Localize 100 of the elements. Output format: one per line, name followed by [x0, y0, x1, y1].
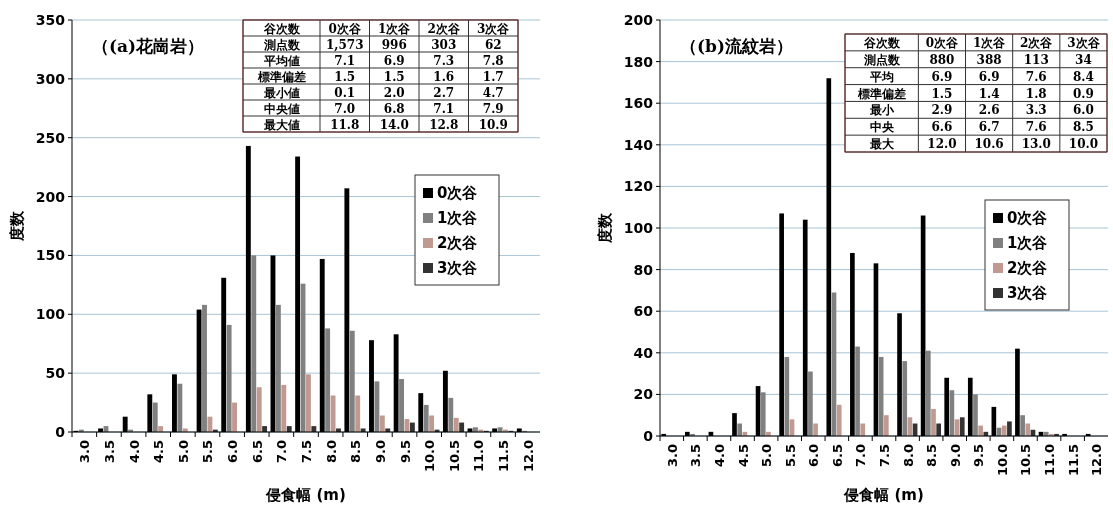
legend-label: 0次谷: [1007, 209, 1049, 227]
annotation: 測点数: [262, 37, 301, 52]
x-tick-label: 10.0: [994, 444, 1010, 477]
annotation: 7.3: [433, 53, 455, 68]
x-tick-label: 6.0: [225, 440, 241, 464]
annotation: 1.8: [1025, 86, 1047, 101]
x-axis-title: 侵食幅 (m): [265, 486, 346, 504]
x-tick-label: 10.5: [1018, 444, 1034, 477]
annotation: 6.7: [978, 120, 1000, 135]
annotation: 中央値: [263, 101, 300, 116]
annotation: 10.9: [478, 117, 508, 132]
legend-label: 1次谷: [437, 209, 479, 227]
annotation: 1,573: [325, 37, 364, 52]
x-tick-label: 5.0: [175, 440, 191, 464]
x-tick-label: 7.5: [299, 440, 314, 464]
annotation: 最大値: [262, 117, 300, 132]
x-tick-label: 9.0: [947, 444, 963, 468]
annotation: 2.7: [433, 85, 455, 100]
annotation: 最小: [868, 103, 895, 118]
legend-label: 0次谷: [437, 184, 479, 202]
x-tick-label: 9.5: [397, 440, 413, 464]
annotation: 7.1: [433, 101, 455, 116]
annotation: 11.8: [330, 117, 360, 132]
y-tick-label: 100: [35, 306, 66, 323]
x-tick-label: 11.5: [496, 440, 512, 473]
x-tick-label: 8.0: [323, 440, 339, 464]
annotation: 880: [929, 52, 955, 67]
annotation: 2.6: [978, 103, 1000, 118]
annotation: （(a)花崗岩）: [92, 36, 205, 56]
x-tick-label: 8.0: [900, 444, 916, 468]
x-tick-label: 3.5: [688, 444, 704, 468]
annotation: 34: [1075, 52, 1092, 67]
annotation: 1次谷: [378, 21, 412, 36]
annotation: 3次谷: [1067, 35, 1101, 50]
y-tick-label: 180: [623, 53, 654, 70]
annotation: 0次谷: [925, 35, 960, 50]
annotation: 996: [381, 37, 407, 52]
annotation: 6.9: [383, 53, 405, 68]
annotation: 測点数: [862, 52, 901, 67]
x-tick-label: 6.5: [249, 440, 265, 464]
x-tick-label: 12.0: [520, 440, 536, 473]
x-tick-label: 3.5: [101, 440, 117, 464]
y-tick-label: 40: [633, 344, 654, 361]
y-tick-label: 120: [623, 178, 654, 195]
annotation: 標準偏差: [856, 86, 906, 101]
annotation: 6.9: [931, 69, 953, 84]
annotation: 3次谷: [477, 21, 511, 36]
x-tick-label: 12.0: [1089, 444, 1105, 477]
annotation: 12.0: [927, 137, 957, 152]
x-tick-label: 4.0: [126, 440, 142, 464]
legend-label: 3次谷: [437, 259, 479, 277]
annotation: 7.8: [482, 53, 504, 68]
y-tick-label: 80: [633, 261, 654, 278]
annotation: 1.5: [383, 69, 405, 84]
y-tick-label: 160: [623, 95, 654, 112]
x-tick-label: 11.0: [1042, 444, 1058, 477]
annotation: 1.7: [482, 69, 504, 84]
y-tick-label: 60: [633, 303, 654, 320]
annotation: 7.1: [334, 53, 356, 68]
y-tick-label: 20: [633, 386, 654, 403]
x-tick-label: 6.0: [806, 444, 822, 468]
annotation: 標準偏差: [256, 69, 306, 84]
legend-label: 2次谷: [437, 234, 479, 252]
annotation: 0次谷: [328, 21, 362, 36]
annotation: 平均値: [262, 53, 300, 68]
annotation: 2次谷: [1020, 35, 1054, 50]
x-tick-label: 3.0: [664, 444, 680, 468]
annotation: 1.4: [978, 86, 1000, 101]
annotation: 13.0: [1021, 137, 1051, 152]
legend-label: 2次谷: [1007, 259, 1049, 277]
legend-label: 3次谷: [1007, 284, 1049, 302]
x-tick-label: 8.5: [924, 444, 940, 468]
annotation: 6.9: [978, 69, 1000, 84]
annotation: 7.6: [1025, 69, 1047, 84]
annotation: 2次谷: [427, 21, 461, 36]
x-tick-label: 4.5: [735, 444, 751, 468]
annotation: 0.9: [1072, 86, 1094, 101]
x-tick-label: 11.0: [471, 440, 487, 473]
legend-label: 1次谷: [1007, 234, 1049, 252]
x-tick-label: 6.5: [829, 444, 845, 468]
annotation: 62: [484, 37, 502, 52]
annotation: 最大: [868, 137, 895, 152]
y-tick-label: 200: [623, 12, 654, 28]
annotation: 6.6: [931, 120, 953, 135]
x-tick-label: 4.0: [711, 444, 727, 468]
x-tick-label: 3.0: [77, 440, 93, 464]
annotation: 12.8: [429, 117, 459, 132]
annotation: 7.6: [1025, 120, 1047, 135]
x-tick-label: 4.5: [151, 440, 167, 464]
annotation: 6.8: [383, 101, 405, 116]
annotation: 6.0: [1072, 103, 1094, 118]
y-tick-label: 350: [35, 12, 66, 28]
y-axis-title: 度数: [8, 210, 26, 242]
x-tick-label: 7.5: [877, 444, 892, 468]
annotation: 谷次数: [262, 21, 301, 36]
y-tick-label: 200: [35, 188, 66, 205]
annotation: 8.5: [1072, 120, 1094, 135]
annotation: 7.0: [334, 101, 356, 116]
x-tick-label: 8.5: [348, 440, 364, 464]
x-tick-label: 11.5: [1065, 444, 1081, 477]
